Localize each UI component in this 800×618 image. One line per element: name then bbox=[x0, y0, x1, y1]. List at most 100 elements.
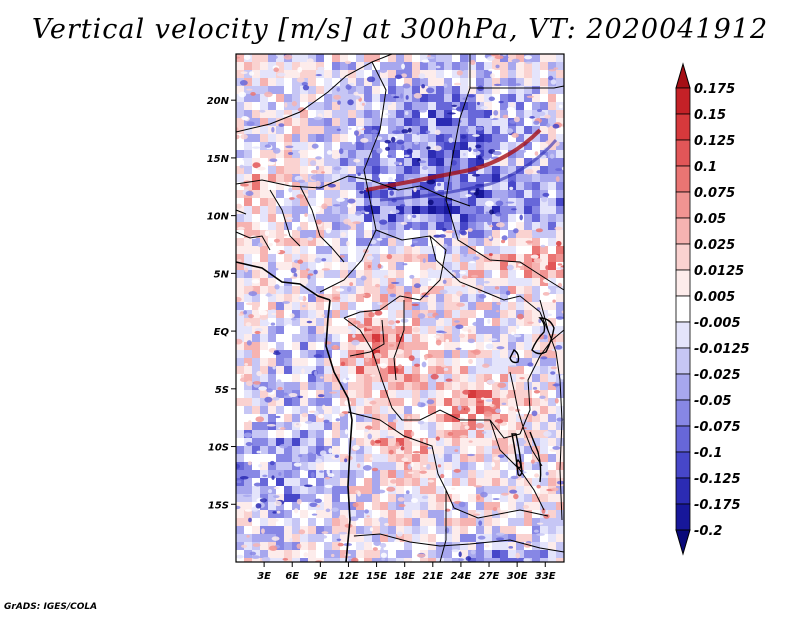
field-cell bbox=[484, 206, 493, 215]
field-speckle bbox=[462, 389, 471, 395]
field-speckle bbox=[407, 415, 411, 422]
field-cell bbox=[444, 86, 453, 95]
field-cell bbox=[260, 254, 269, 263]
field-speckle bbox=[400, 93, 404, 99]
field-speckle bbox=[505, 201, 515, 204]
field-cell bbox=[300, 510, 309, 519]
field-cell bbox=[524, 326, 533, 335]
field-speckle bbox=[392, 419, 399, 423]
field-cell bbox=[340, 126, 349, 135]
field-cell bbox=[444, 302, 453, 311]
field-cell bbox=[532, 134, 541, 143]
field-cell bbox=[332, 54, 341, 63]
field-cell bbox=[524, 366, 533, 375]
field-cell bbox=[420, 422, 429, 431]
field-cell bbox=[524, 526, 533, 535]
field-cell bbox=[324, 430, 333, 439]
field-speckle bbox=[386, 254, 393, 260]
field-cell bbox=[540, 358, 549, 367]
field-cell bbox=[420, 342, 429, 351]
field-cell bbox=[340, 246, 349, 255]
field-speckle bbox=[488, 253, 493, 256]
field-cell bbox=[444, 350, 453, 359]
field-cell bbox=[436, 286, 445, 295]
field-cell bbox=[332, 422, 341, 431]
colorbar-swatch bbox=[675, 425, 691, 453]
field-cell bbox=[324, 142, 333, 151]
field-speckle bbox=[245, 442, 253, 447]
field-cell bbox=[284, 182, 293, 191]
field-cell bbox=[364, 182, 373, 191]
colorbar-swatch bbox=[675, 295, 691, 323]
field-cell bbox=[500, 70, 509, 79]
field-cell bbox=[476, 318, 485, 327]
field-cell bbox=[492, 550, 501, 559]
field-cell bbox=[508, 454, 517, 463]
field-cell bbox=[396, 366, 405, 375]
field-cell bbox=[476, 230, 485, 239]
field-cell bbox=[252, 318, 261, 327]
field-speckle bbox=[421, 361, 427, 368]
field-cell bbox=[556, 526, 564, 535]
field-speckle bbox=[476, 101, 480, 106]
field-speckle bbox=[434, 185, 439, 192]
lon-label: 21E bbox=[422, 571, 443, 582]
lat-label: EQ bbox=[214, 327, 230, 338]
field-speckle bbox=[389, 479, 398, 484]
field-cell bbox=[324, 94, 333, 103]
field-cell bbox=[284, 366, 293, 375]
field-speckle bbox=[509, 186, 514, 191]
field-cell bbox=[476, 310, 485, 319]
field-cell bbox=[260, 222, 269, 231]
field-cell bbox=[524, 438, 533, 447]
field-cell bbox=[532, 438, 541, 447]
field-speckle bbox=[485, 200, 494, 207]
field-cell bbox=[516, 446, 525, 455]
field-speckle bbox=[289, 538, 293, 542]
lat-label: 15N bbox=[207, 154, 230, 165]
field-speckle bbox=[273, 67, 279, 73]
field-cell bbox=[404, 326, 413, 335]
field-cell bbox=[508, 310, 517, 319]
field-speckle bbox=[304, 420, 313, 424]
field-speckle bbox=[418, 109, 427, 113]
field-cell bbox=[356, 558, 365, 562]
field-cell bbox=[516, 182, 525, 191]
field-cell bbox=[316, 438, 325, 447]
field-cell bbox=[340, 462, 349, 471]
field-cell bbox=[460, 222, 469, 231]
field-cell bbox=[388, 534, 397, 543]
field-cell bbox=[348, 214, 357, 223]
field-cell bbox=[532, 94, 541, 103]
field-cell bbox=[412, 294, 421, 303]
field-speckle bbox=[321, 171, 325, 174]
field-cell bbox=[324, 334, 333, 343]
field-cell bbox=[452, 118, 461, 127]
field-speckle bbox=[245, 322, 252, 327]
field-cell bbox=[380, 70, 389, 79]
field-cell bbox=[484, 526, 493, 535]
field-cell bbox=[508, 78, 517, 87]
field-cell bbox=[404, 486, 413, 495]
field-cell bbox=[460, 190, 469, 199]
field-cell bbox=[540, 454, 549, 463]
field-cell bbox=[324, 294, 333, 303]
field-cell bbox=[444, 158, 453, 167]
field-speckle bbox=[443, 83, 448, 88]
field-cell bbox=[396, 478, 405, 487]
field-cell bbox=[396, 374, 405, 383]
field-cell bbox=[436, 486, 445, 495]
field-cell bbox=[252, 198, 261, 207]
field-cell bbox=[444, 246, 453, 255]
field-speckle bbox=[440, 331, 447, 334]
field-cell bbox=[348, 534, 357, 543]
field-cell bbox=[268, 94, 277, 103]
field-speckle bbox=[471, 173, 481, 177]
field-speckle bbox=[274, 518, 279, 522]
field-cell bbox=[260, 470, 269, 479]
country-borders bbox=[235, 53, 565, 563]
field-cell bbox=[428, 142, 437, 151]
field-cell bbox=[332, 462, 341, 471]
field-cell bbox=[252, 510, 261, 519]
